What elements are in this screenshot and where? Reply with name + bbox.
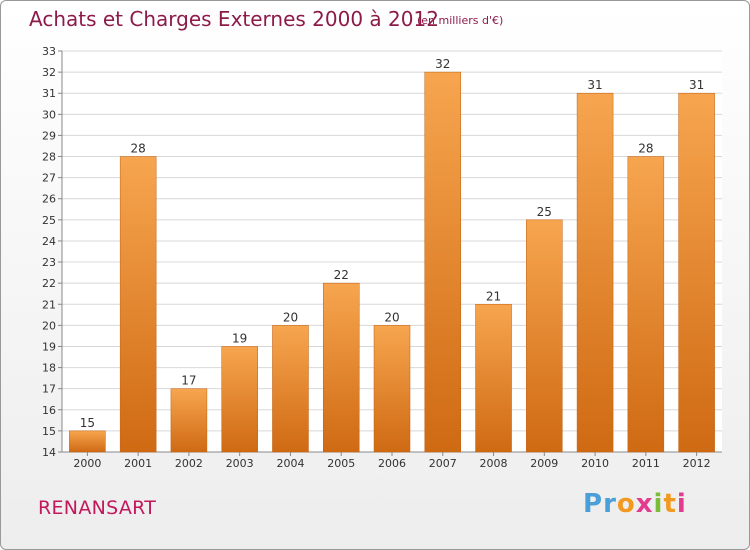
bar	[526, 219, 563, 453]
bar	[424, 71, 462, 453]
x-tick-label: 2001	[124, 457, 152, 470]
y-tick-label: 27	[42, 172, 56, 185]
bar	[221, 346, 258, 453]
y-tick-label: 24	[42, 235, 56, 248]
y-tick-label: 29	[42, 129, 56, 142]
data-label: 31	[689, 78, 704, 92]
y-tick-label: 20	[42, 319, 56, 332]
data-label: 21	[486, 289, 501, 303]
data-label: 25	[537, 205, 552, 219]
x-tick-label: 2004	[276, 457, 304, 470]
y-tick-label: 17	[42, 383, 56, 396]
x-tick-label: 2003	[226, 457, 254, 470]
bar	[170, 388, 208, 453]
logo-letter: x	[635, 489, 654, 519]
bar	[119, 156, 157, 453]
y-tick-label: 19	[42, 340, 56, 353]
logo-letter: o	[616, 489, 636, 519]
logo-letter: P	[583, 489, 604, 519]
x-tick-label: 2012	[683, 457, 711, 470]
x-tick-label: 2007	[429, 457, 457, 470]
data-label: 20	[384, 310, 399, 324]
bar	[322, 282, 360, 453]
y-tick-label: 18	[42, 362, 56, 375]
x-tick-label: 2008	[480, 457, 508, 470]
data-label: 15	[80, 416, 95, 430]
x-tick-label: 2006	[378, 457, 406, 470]
chart-title: Achats et Charges Externes 2000 à 2012	[29, 7, 439, 31]
bar	[475, 304, 512, 453]
data-label: 31	[587, 78, 602, 92]
commune-name: RENANSART	[38, 497, 157, 519]
chart-subtitle: (en milliers d'€)	[417, 14, 504, 27]
bar	[69, 430, 106, 453]
y-tick-label: 21	[42, 298, 56, 311]
data-label: 22	[334, 268, 349, 282]
y-tick-label: 16	[42, 404, 56, 417]
logo-letter: i	[653, 489, 664, 519]
y-tick-label: 32	[42, 66, 56, 79]
bar	[272, 325, 309, 453]
data-label: 20	[283, 310, 298, 324]
x-tick-label: 2009	[530, 457, 558, 470]
x-tick-label: 2011	[632, 457, 660, 470]
x-tick-label: 2005	[327, 457, 355, 470]
y-tick-label: 26	[42, 193, 56, 206]
y-tick-label: 22	[42, 277, 56, 290]
data-label: 28	[638, 142, 653, 156]
bar	[627, 156, 665, 453]
bar	[678, 92, 715, 453]
x-tick-label: 2010	[581, 457, 609, 470]
data-label: 19	[232, 331, 247, 345]
logo-letter: i	[676, 489, 687, 519]
data-label: 28	[131, 142, 146, 156]
bar	[373, 325, 411, 453]
logo-letter: t	[663, 489, 677, 519]
y-tick-label: 23	[42, 256, 56, 269]
y-tick-label: 31	[42, 87, 56, 100]
x-tick-label: 2002	[175, 457, 203, 470]
y-tick-label: 15	[42, 425, 56, 438]
proxiti-logo: Proxiti	[583, 489, 687, 519]
y-tick-label: 33	[42, 45, 56, 58]
x-tick-label: 2000	[73, 457, 101, 470]
data-label: 32	[435, 57, 450, 71]
y-tick-label: 30	[42, 108, 56, 121]
data-label: 17	[181, 374, 196, 388]
logo-letter: r	[603, 489, 617, 519]
y-tick-label: 28	[42, 151, 56, 164]
bar	[576, 92, 614, 453]
y-tick-label: 25	[42, 214, 56, 227]
y-tick-label: 14	[42, 446, 56, 459]
